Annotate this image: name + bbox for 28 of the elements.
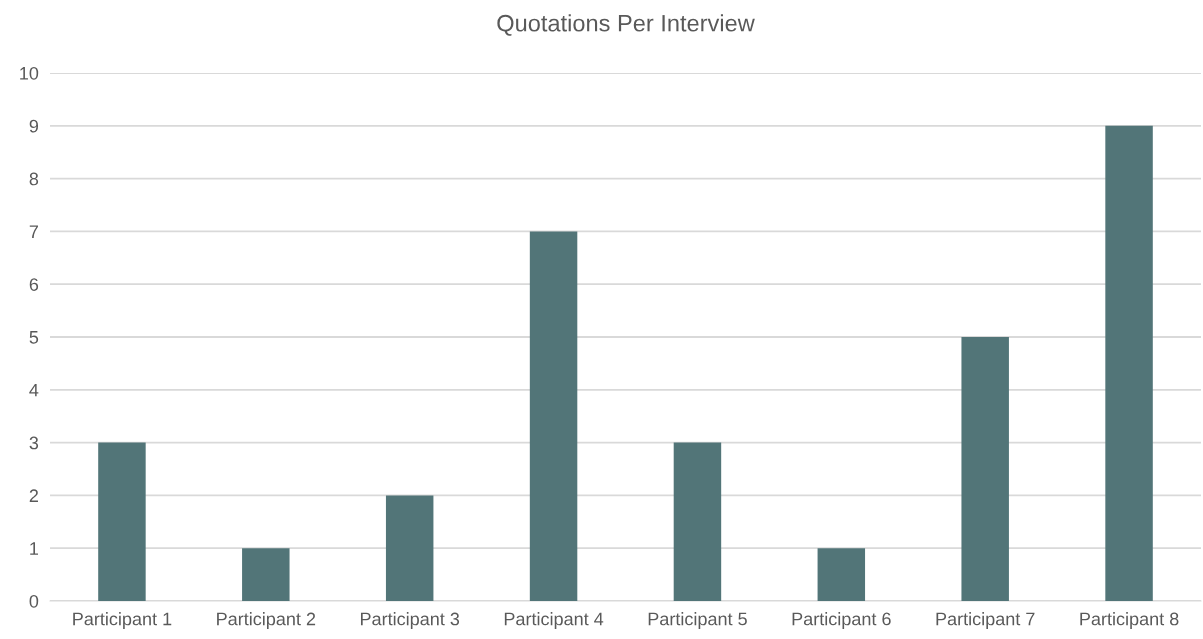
y-tick-label: 2 [29,489,38,502]
bar [817,548,866,601]
x-tick-label: Participant 1 [73,612,172,629]
y-tick-label: 6 [29,278,39,291]
bar [673,442,722,601]
x-tick-label: Participant 5 [648,612,747,629]
y-tick-label: 9 [29,119,39,133]
y-tick-label: 8 [29,172,39,186]
x-tick-label: Participant 6 [792,612,891,629]
y-tick-label: 3 [29,436,39,450]
bar [529,231,578,601]
bar [1105,125,1153,601]
x-tick-label: Participant 4 [504,612,604,629]
x-tick-label: Participant 3 [360,612,460,629]
x-tick-label: Participant 2 [217,612,316,629]
y-tick-label: 10 [20,66,39,80]
y-tick-label: 7 [29,225,38,238]
y-tick-label: 1 [30,542,39,555]
x-tick-label: Participant 7 [936,612,1035,629]
y-tick-label: 0 [29,594,39,608]
y-tick-label: 4 [29,383,39,397]
x-tick-label: Participant 8 [1080,612,1179,629]
chart-title: Quotations Per Interview [497,14,755,36]
bar [242,548,290,601]
y-tick-label: 5 [29,331,39,344]
bar [961,337,1009,601]
bar [385,495,434,601]
bar [98,442,146,601]
